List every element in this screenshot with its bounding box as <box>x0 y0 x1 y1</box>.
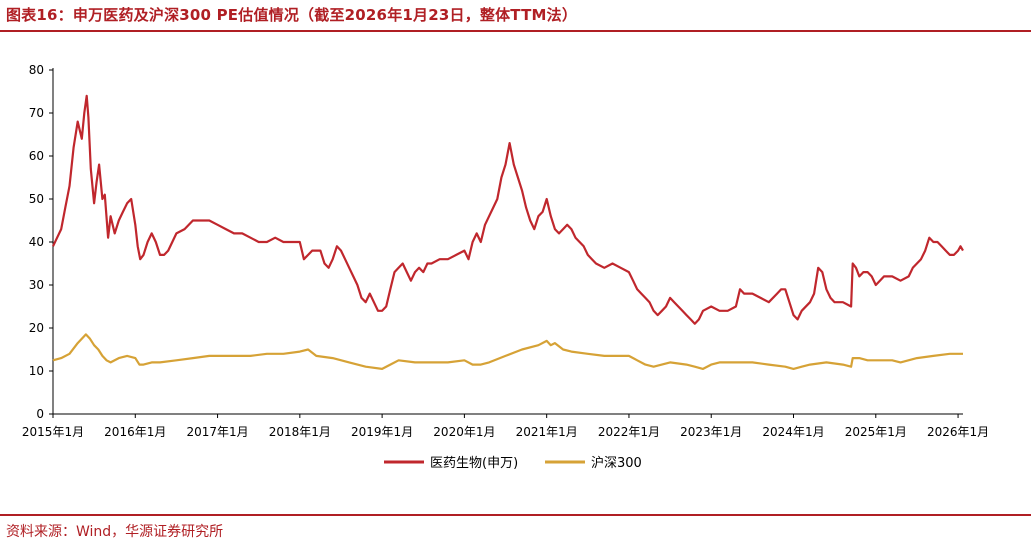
y-tick-label: 80 <box>29 63 44 77</box>
x-tick-label: 2023年1月 <box>680 425 742 439</box>
x-tick-label: 2022年1月 <box>598 425 660 439</box>
y-tick-label: 0 <box>36 407 44 421</box>
x-tick-label: 2020年1月 <box>433 425 495 439</box>
x-tick-label: 2021年1月 <box>516 425 578 439</box>
x-tick-label: 2015年1月 <box>22 425 84 439</box>
y-tick-label: 60 <box>29 149 44 163</box>
title-rule <box>0 30 1031 32</box>
y-tick-label: 40 <box>29 235 44 249</box>
pe-line-chart: 0 10 20 30 40 50 60 70 80 2015年1月 2016年1月 2017年1月 20… <box>22 63 989 471</box>
y-tick-label: 10 <box>29 364 44 378</box>
y-tick-label: 70 <box>29 106 44 120</box>
x-tick-label: 2019年1月 <box>351 425 413 439</box>
source-note: 资料来源：Wind，华源证券研究所 <box>6 524 224 540</box>
y-tick-label: 50 <box>29 192 44 206</box>
legend-label: 医药生物(申万) <box>430 456 518 471</box>
series-line-pharma <box>52 94 964 325</box>
x-tick-label: 2024年1月 <box>762 425 824 439</box>
x-tick-label: 2018年1月 <box>269 425 331 439</box>
x-tick-label: 2017年1月 <box>186 425 248 439</box>
x-tick-label: 2025年1月 <box>845 425 907 439</box>
x-tick-label: 2026年1月 <box>927 425 989 439</box>
footer-rule <box>0 514 1031 516</box>
x-tick-label: 2016年1月 <box>104 425 166 439</box>
y-tick-label: 20 <box>29 321 44 335</box>
series-line-hs300 <box>52 333 963 370</box>
legend-label: 沪深300 <box>591 455 642 471</box>
figure-title: 图表16：申万医药及沪深300 PE估值情况（截至2026年1月23日，整体TT… <box>6 6 578 24</box>
y-tick-label: 30 <box>29 278 44 292</box>
